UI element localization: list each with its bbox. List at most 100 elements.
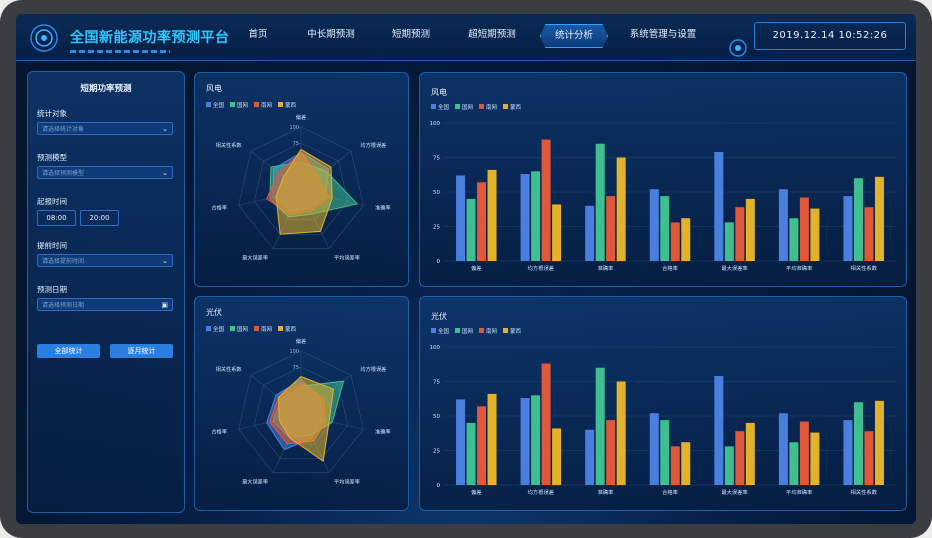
legend-label: 南网	[486, 327, 498, 335]
bar-全国	[649, 413, 659, 485]
bar-蒙西	[616, 381, 626, 485]
legend-swatch	[455, 328, 460, 333]
model-label: 预测模型	[37, 153, 67, 162]
x-tick-label: 相关性系数	[850, 488, 877, 496]
x-tick-label: 偏差	[471, 264, 482, 272]
bar-蒙西	[745, 198, 755, 261]
bar-全国	[778, 413, 788, 485]
bar-蒙西	[552, 428, 562, 485]
date-picker[interactable]: 请选择预测日期 ▣	[37, 298, 173, 311]
x-tick-label: 合格率	[662, 488, 679, 496]
bar-全国	[585, 429, 595, 485]
bar-国网	[466, 198, 476, 261]
bar-南网	[864, 207, 874, 261]
bar-蒙西	[616, 157, 626, 261]
monthly-stats-button[interactable]: 逐月统计	[110, 344, 173, 358]
radar-axis-label: 最大误差率	[242, 478, 268, 486]
nav-ultra-short-term[interactable]: 超短期预测	[468, 29, 516, 40]
bar-国网	[660, 196, 670, 261]
legend-swatch	[206, 326, 211, 331]
radar-grid	[253, 142, 349, 235]
bar-全国	[456, 399, 466, 485]
pv-radar-panel: 光伏 全国 国网 南网 蒙西 偏差 均方根误差 准确率 平均误差率 最大误差率 合格率 相关性系数 10…	[194, 296, 409, 511]
legend-swatch	[455, 104, 460, 109]
date-label: 预测日期	[37, 285, 67, 294]
nav-mid-long-term[interactable]: 中长期预测	[307, 29, 355, 40]
chevron-down-icon: ⌄	[162, 257, 168, 265]
bar-南网	[864, 431, 874, 485]
bar-南网	[799, 197, 809, 261]
legend-label: 国网	[462, 328, 474, 335]
nav-short-term[interactable]: 短期预测	[391, 29, 430, 40]
model-select[interactable]: 请选择预测模型 ⌄	[37, 166, 173, 179]
sidebar-panel: 短期功率预测 统计对象 请选择统计对象 ⌄ 预测模型 请选择预测模型 ⌄ 起报时…	[27, 71, 185, 513]
radar-axis-label: 最大误差率	[242, 254, 268, 262]
bar-全国	[520, 398, 530, 485]
stat-object-select[interactable]: 请选择统计对象 ⌄	[37, 122, 173, 135]
legend-label: 国网	[237, 326, 249, 333]
chart-title: 风电	[431, 87, 447, 97]
y-tick-label: 0	[437, 483, 441, 489]
y-tick-label: 0	[437, 259, 441, 265]
bar-南网	[670, 446, 680, 485]
start-time-label: 起报时间	[37, 197, 67, 206]
stat-object-placeholder: 请选择统计对象	[42, 126, 85, 133]
time-option-0800[interactable]: 08:00	[37, 210, 76, 226]
bar-蒙西	[487, 393, 497, 485]
time-option-2000[interactable]: 20:00	[80, 210, 119, 226]
sidebar-title: 短期功率预测	[80, 84, 132, 94]
bar-国网	[853, 402, 863, 485]
bar-全国	[843, 420, 853, 485]
y-tick-label: 75	[433, 156, 440, 162]
bar-蒙西	[810, 208, 820, 261]
radar-series-蒙西	[275, 148, 333, 235]
nav-system-settings[interactable]: 系统管理与设置	[629, 29, 697, 40]
lead-time-placeholder: 请选择提前时间	[42, 258, 85, 265]
bar-蒙西	[552, 204, 562, 261]
nav-statistics[interactable]: 统计分析	[540, 24, 608, 48]
datetime-display: 2019.12.14 10:52:26	[754, 22, 906, 50]
legend-swatch	[503, 104, 508, 109]
bar-国网	[595, 143, 605, 261]
x-tick-label: 最大误差率	[721, 264, 748, 272]
radar-grid	[238, 350, 364, 473]
bar-南网	[541, 139, 551, 261]
bar-全国	[456, 175, 466, 261]
legend-swatch	[254, 326, 259, 331]
bar-国网	[789, 442, 799, 485]
bar-蒙西	[874, 400, 884, 485]
all-stats-button[interactable]: 全部统计	[37, 344, 100, 358]
radar-axis-label: 合格率	[211, 203, 227, 211]
bar-南网	[606, 420, 616, 485]
x-tick-label: 合格率	[662, 264, 679, 272]
legend-swatch	[479, 328, 484, 333]
legend-label: 蒙西	[285, 101, 297, 109]
bar-全国	[714, 151, 724, 261]
x-tick-label: 准确率	[597, 264, 614, 272]
lead-time-select[interactable]: 请选择提前时间 ⌄	[37, 254, 173, 267]
legend-swatch	[479, 104, 484, 109]
radar-series-蒙西	[277, 376, 335, 462]
radar-scale-label: 75	[293, 365, 299, 371]
radar-axis-label: 准确率	[375, 203, 391, 211]
radar-axis-label: 均方根误差	[360, 141, 386, 149]
nav-home[interactable]: 首页	[248, 29, 268, 40]
legend-swatch	[431, 104, 436, 109]
bar-蒙西	[810, 432, 820, 485]
radar-axis-label: 平均误差率	[334, 478, 360, 486]
screen: 全国新能源功率预测平台 首页 中长期预测 短期预测 超短期预测 统计分析 系统管…	[16, 14, 916, 524]
bar-蒙西	[874, 176, 884, 261]
bar-全国	[714, 375, 724, 485]
chart-title: 风电	[206, 83, 222, 93]
bar-国网	[660, 420, 670, 485]
x-tick-label: 平均准确率	[786, 264, 813, 272]
legend-label: 蒙西	[510, 103, 522, 111]
legend-label: 国网	[237, 102, 249, 109]
legend-label: 全国	[438, 103, 450, 111]
y-tick-label: 100	[430, 121, 441, 127]
chart-title: 光伏	[431, 311, 447, 321]
radar-axis-label: 平均误差率	[334, 254, 360, 262]
